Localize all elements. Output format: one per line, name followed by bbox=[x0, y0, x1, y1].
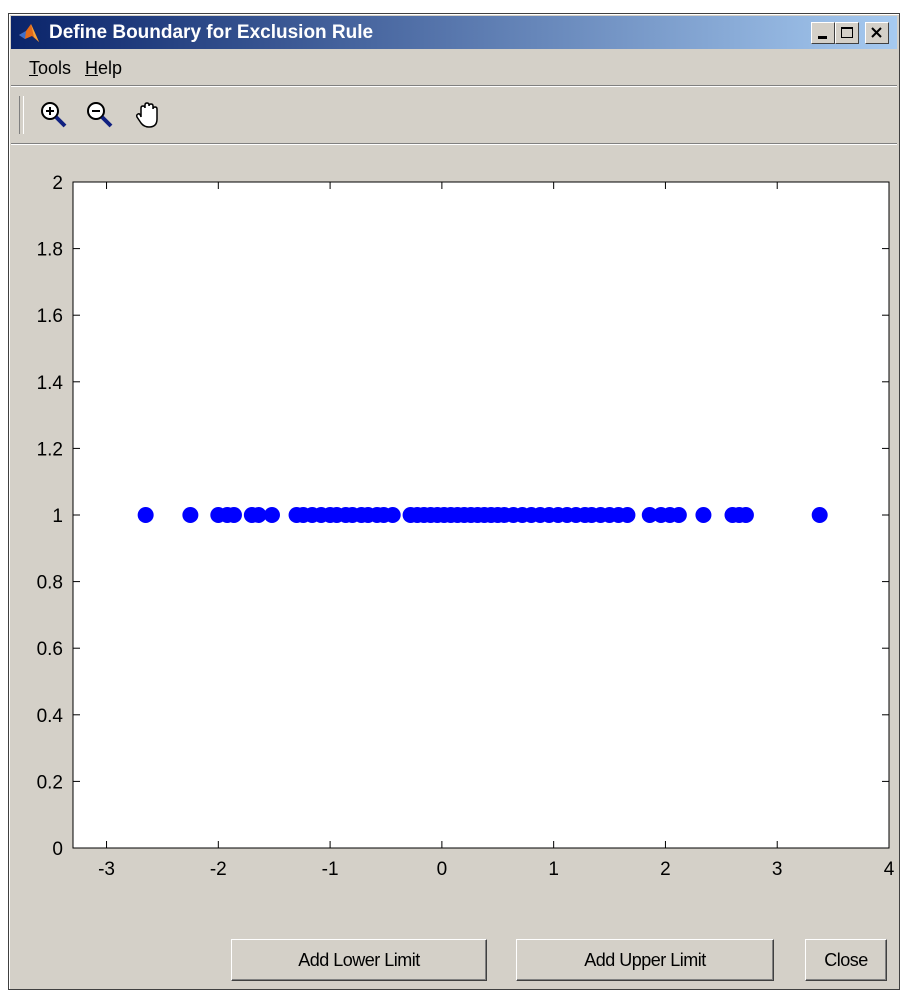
zoom-out-icon[interactable] bbox=[85, 100, 115, 130]
toolbar-grip bbox=[19, 96, 24, 134]
x-tick-label: 1 bbox=[548, 859, 559, 880]
y-tick-label: 1.4 bbox=[37, 373, 64, 394]
y-tick-label: 2 bbox=[52, 173, 63, 194]
toolbar bbox=[11, 88, 897, 144]
x-tick-label: 2 bbox=[660, 859, 671, 880]
y-tick-label: 0.2 bbox=[37, 772, 63, 793]
menu-help[interactable]: Help bbox=[85, 58, 122, 78]
x-tick-label: 0 bbox=[437, 859, 448, 880]
x-tick-label: 3 bbox=[772, 859, 783, 880]
data-point bbox=[225, 507, 242, 523]
y-tick-label: 1.8 bbox=[37, 240, 63, 261]
y-tick-label: 1.6 bbox=[37, 306, 63, 327]
data-point bbox=[670, 507, 687, 523]
data-point bbox=[263, 507, 280, 523]
add-upper-limit-button[interactable]: Add Upper Limit bbox=[516, 939, 774, 981]
title-bar[interactable]: Define Boundary for Exclusion Rule bbox=[11, 16, 897, 49]
add-lower-limit-button[interactable]: Add Lower Limit bbox=[231, 939, 487, 981]
data-point bbox=[137, 507, 154, 523]
menu-bar: Tools Help bbox=[11, 51, 897, 86]
y-tick-label: 0.8 bbox=[37, 573, 63, 594]
x-tick-label: 4 bbox=[884, 859, 895, 880]
y-tick-label: 1 bbox=[52, 506, 63, 527]
y-tick-label: 1.2 bbox=[37, 439, 63, 460]
data-points bbox=[137, 507, 828, 523]
data-point bbox=[182, 507, 199, 523]
pan-hand-icon[interactable] bbox=[133, 100, 163, 130]
matlab-icon bbox=[19, 24, 39, 42]
maximize-button[interactable] bbox=[835, 22, 859, 44]
x-tick-label: -3 bbox=[98, 859, 115, 880]
x-tick-label: -2 bbox=[210, 859, 227, 880]
minimize-button[interactable] bbox=[811, 22, 835, 44]
menu-tools-accel: T bbox=[29, 58, 38, 78]
y-tick-label: 0 bbox=[52, 839, 63, 860]
x-tick-label: -1 bbox=[322, 859, 339, 880]
menu-help-accel: H bbox=[85, 58, 98, 78]
close-icon bbox=[871, 27, 882, 38]
data-point bbox=[641, 507, 658, 523]
menu-tools-rest: ools bbox=[38, 58, 72, 78]
y-tick-label: 0.4 bbox=[37, 706, 64, 727]
window-title: Define Boundary for Exclusion Rule bbox=[49, 22, 374, 43]
data-point bbox=[619, 507, 636, 523]
data-point bbox=[737, 507, 754, 523]
data-point bbox=[250, 507, 267, 523]
menu-help-rest: elp bbox=[98, 58, 123, 78]
minimize-icon bbox=[818, 36, 827, 39]
zoom-in-icon[interactable] bbox=[39, 100, 69, 130]
data-point bbox=[384, 507, 401, 523]
close-button[interactable]: Close bbox=[805, 939, 887, 981]
data-point bbox=[811, 507, 828, 523]
close-window-button[interactable] bbox=[865, 22, 889, 44]
y-tick-label: 0.6 bbox=[37, 639, 63, 660]
maximize-icon bbox=[841, 27, 853, 38]
data-point bbox=[695, 507, 712, 523]
menu-tools[interactable]: Tools bbox=[29, 58, 71, 78]
axis-ticks: -3 -2 -1 0 1 2 3 4 0 0.2 0.4 0.6 0.8 1 1.2 1.4 1.6 1.8 2 bbox=[37, 173, 895, 880]
